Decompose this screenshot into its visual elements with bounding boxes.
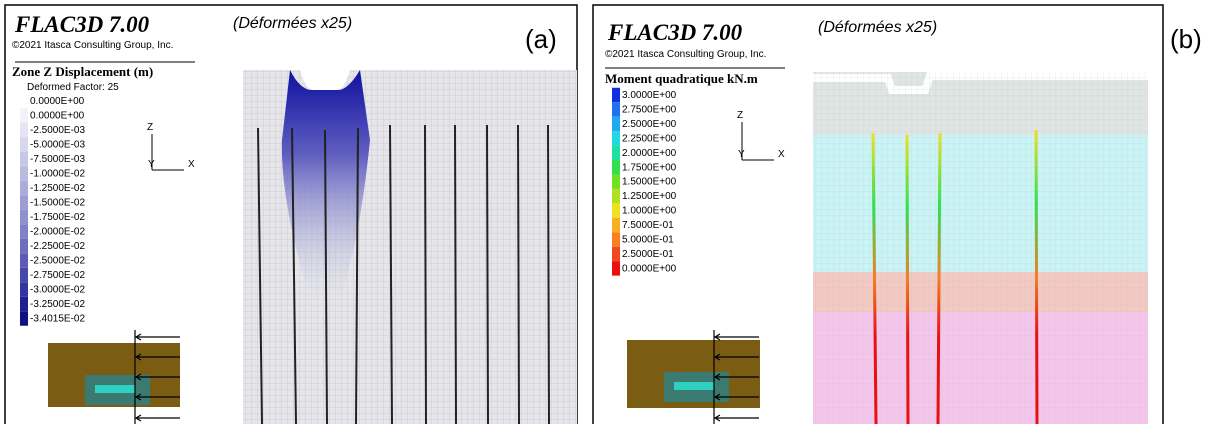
legend-label: -1.5000E-02 bbox=[30, 198, 85, 209]
inset bbox=[48, 330, 760, 424]
legend-label: -2.5000E-02 bbox=[30, 256, 85, 267]
legend-title: Zone Z Displacement (m) bbox=[12, 64, 153, 79]
legend-label: 2.5000E+00 bbox=[622, 119, 677, 130]
legend-swatch bbox=[612, 188, 620, 204]
legend-label: 1.0000E+00 bbox=[622, 206, 677, 217]
legend-label: 2.5000E-01 bbox=[622, 249, 674, 260]
legend-label: 1.5000E+00 bbox=[622, 177, 677, 188]
legend-label: -2.5000E-03 bbox=[30, 125, 85, 136]
legend-swatch bbox=[20, 195, 28, 210]
axis-y: Y bbox=[738, 149, 745, 160]
legend-note: Deformed Factor: 25 bbox=[27, 82, 119, 93]
legend-swatch bbox=[20, 311, 28, 326]
legend-swatch bbox=[612, 261, 620, 276]
axis-z: Z bbox=[737, 110, 743, 121]
legend-swatch bbox=[20, 282, 28, 297]
legend-label: 0.0000E+00 bbox=[30, 96, 85, 107]
legend-label: 1.2500E+00 bbox=[622, 191, 677, 202]
legend-swatch bbox=[612, 87, 620, 103]
legend-swatch bbox=[20, 108, 28, 123]
legend-swatch bbox=[20, 238, 28, 254]
legend-swatch bbox=[612, 116, 620, 132]
legend-label: -1.0000E-02 bbox=[30, 169, 85, 180]
legend-label: -3.4015E-02 bbox=[30, 314, 85, 325]
axis-x: X bbox=[188, 159, 195, 170]
axis-x: X bbox=[778, 149, 785, 160]
legend-label: 3.0000E+00 bbox=[622, 90, 677, 101]
legend-label: 2.0000E+00 bbox=[622, 148, 677, 159]
legend-label: -1.7500E-02 bbox=[30, 212, 85, 223]
axis-z: Z bbox=[147, 122, 153, 133]
legend-swatch bbox=[612, 217, 620, 233]
legend-swatch bbox=[612, 246, 620, 262]
legend-label: 2.2500E+00 bbox=[622, 133, 677, 144]
subtitle: (Déformées x25) bbox=[233, 15, 352, 32]
subtitle: (Déformées x25) bbox=[818, 19, 937, 36]
legend-label: 7.5000E-01 bbox=[622, 220, 674, 231]
legend-swatch bbox=[20, 224, 28, 239]
legend-label: -2.0000E-02 bbox=[30, 227, 85, 238]
legend-swatch bbox=[20, 93, 28, 109]
legend-swatch bbox=[20, 122, 28, 138]
legend-swatch bbox=[612, 174, 620, 189]
model-b bbox=[813, 72, 1148, 424]
legend-label: -3.0000E-02 bbox=[30, 285, 85, 296]
legend-swatch bbox=[612, 232, 620, 247]
legend-swatch bbox=[20, 180, 28, 196]
legend-swatch bbox=[20, 137, 28, 152]
panel-title: FLAC3D 7.00 bbox=[607, 20, 743, 45]
legend-swatch bbox=[612, 145, 620, 161]
legend-swatch bbox=[20, 267, 28, 283]
panel-title: FLAC3D 7.00 bbox=[14, 12, 150, 37]
copyright: ©2021 Itasca Consulting Group, Inc. bbox=[605, 49, 766, 60]
legend-label: -2.7500E-02 bbox=[30, 270, 85, 281]
legend-swatch bbox=[612, 102, 620, 117]
legend-swatch bbox=[20, 166, 28, 181]
legend-swatch bbox=[20, 296, 28, 312]
legend-label: -1.2500E-02 bbox=[30, 183, 85, 194]
legend-label: 0.0000E+00 bbox=[622, 263, 677, 274]
legend-label: 5.0000E-01 bbox=[622, 235, 674, 246]
legend-swatch bbox=[20, 209, 28, 225]
legend-swatch bbox=[612, 131, 620, 146]
copyright: ©2021 Itasca Consulting Group, Inc. bbox=[12, 40, 173, 51]
legend-label: 0.0000E+00 bbox=[30, 111, 85, 122]
model-a bbox=[243, 70, 577, 424]
legend-swatch bbox=[20, 253, 28, 268]
panel-label: (b) bbox=[1170, 24, 1202, 54]
panel-frame bbox=[592, 4, 1164, 424]
legend-label: -3.2500E-02 bbox=[30, 299, 85, 310]
legend-swatch bbox=[20, 151, 28, 167]
panel-label: (a) bbox=[525, 24, 557, 54]
legend-swatch bbox=[612, 160, 620, 175]
legend-swatch bbox=[612, 203, 620, 218]
legend-label: -5.0000E-03 bbox=[30, 140, 85, 151]
legend-title: Moment quadratique kN.m bbox=[605, 71, 758, 86]
axis-y: Y bbox=[148, 159, 155, 170]
legend-label: -2.2500E-02 bbox=[30, 241, 85, 252]
legend-label: 2.7500E+00 bbox=[622, 104, 677, 115]
legend-label: 1.7500E+00 bbox=[622, 162, 677, 173]
legend-label: -7.5000E-03 bbox=[30, 154, 85, 165]
